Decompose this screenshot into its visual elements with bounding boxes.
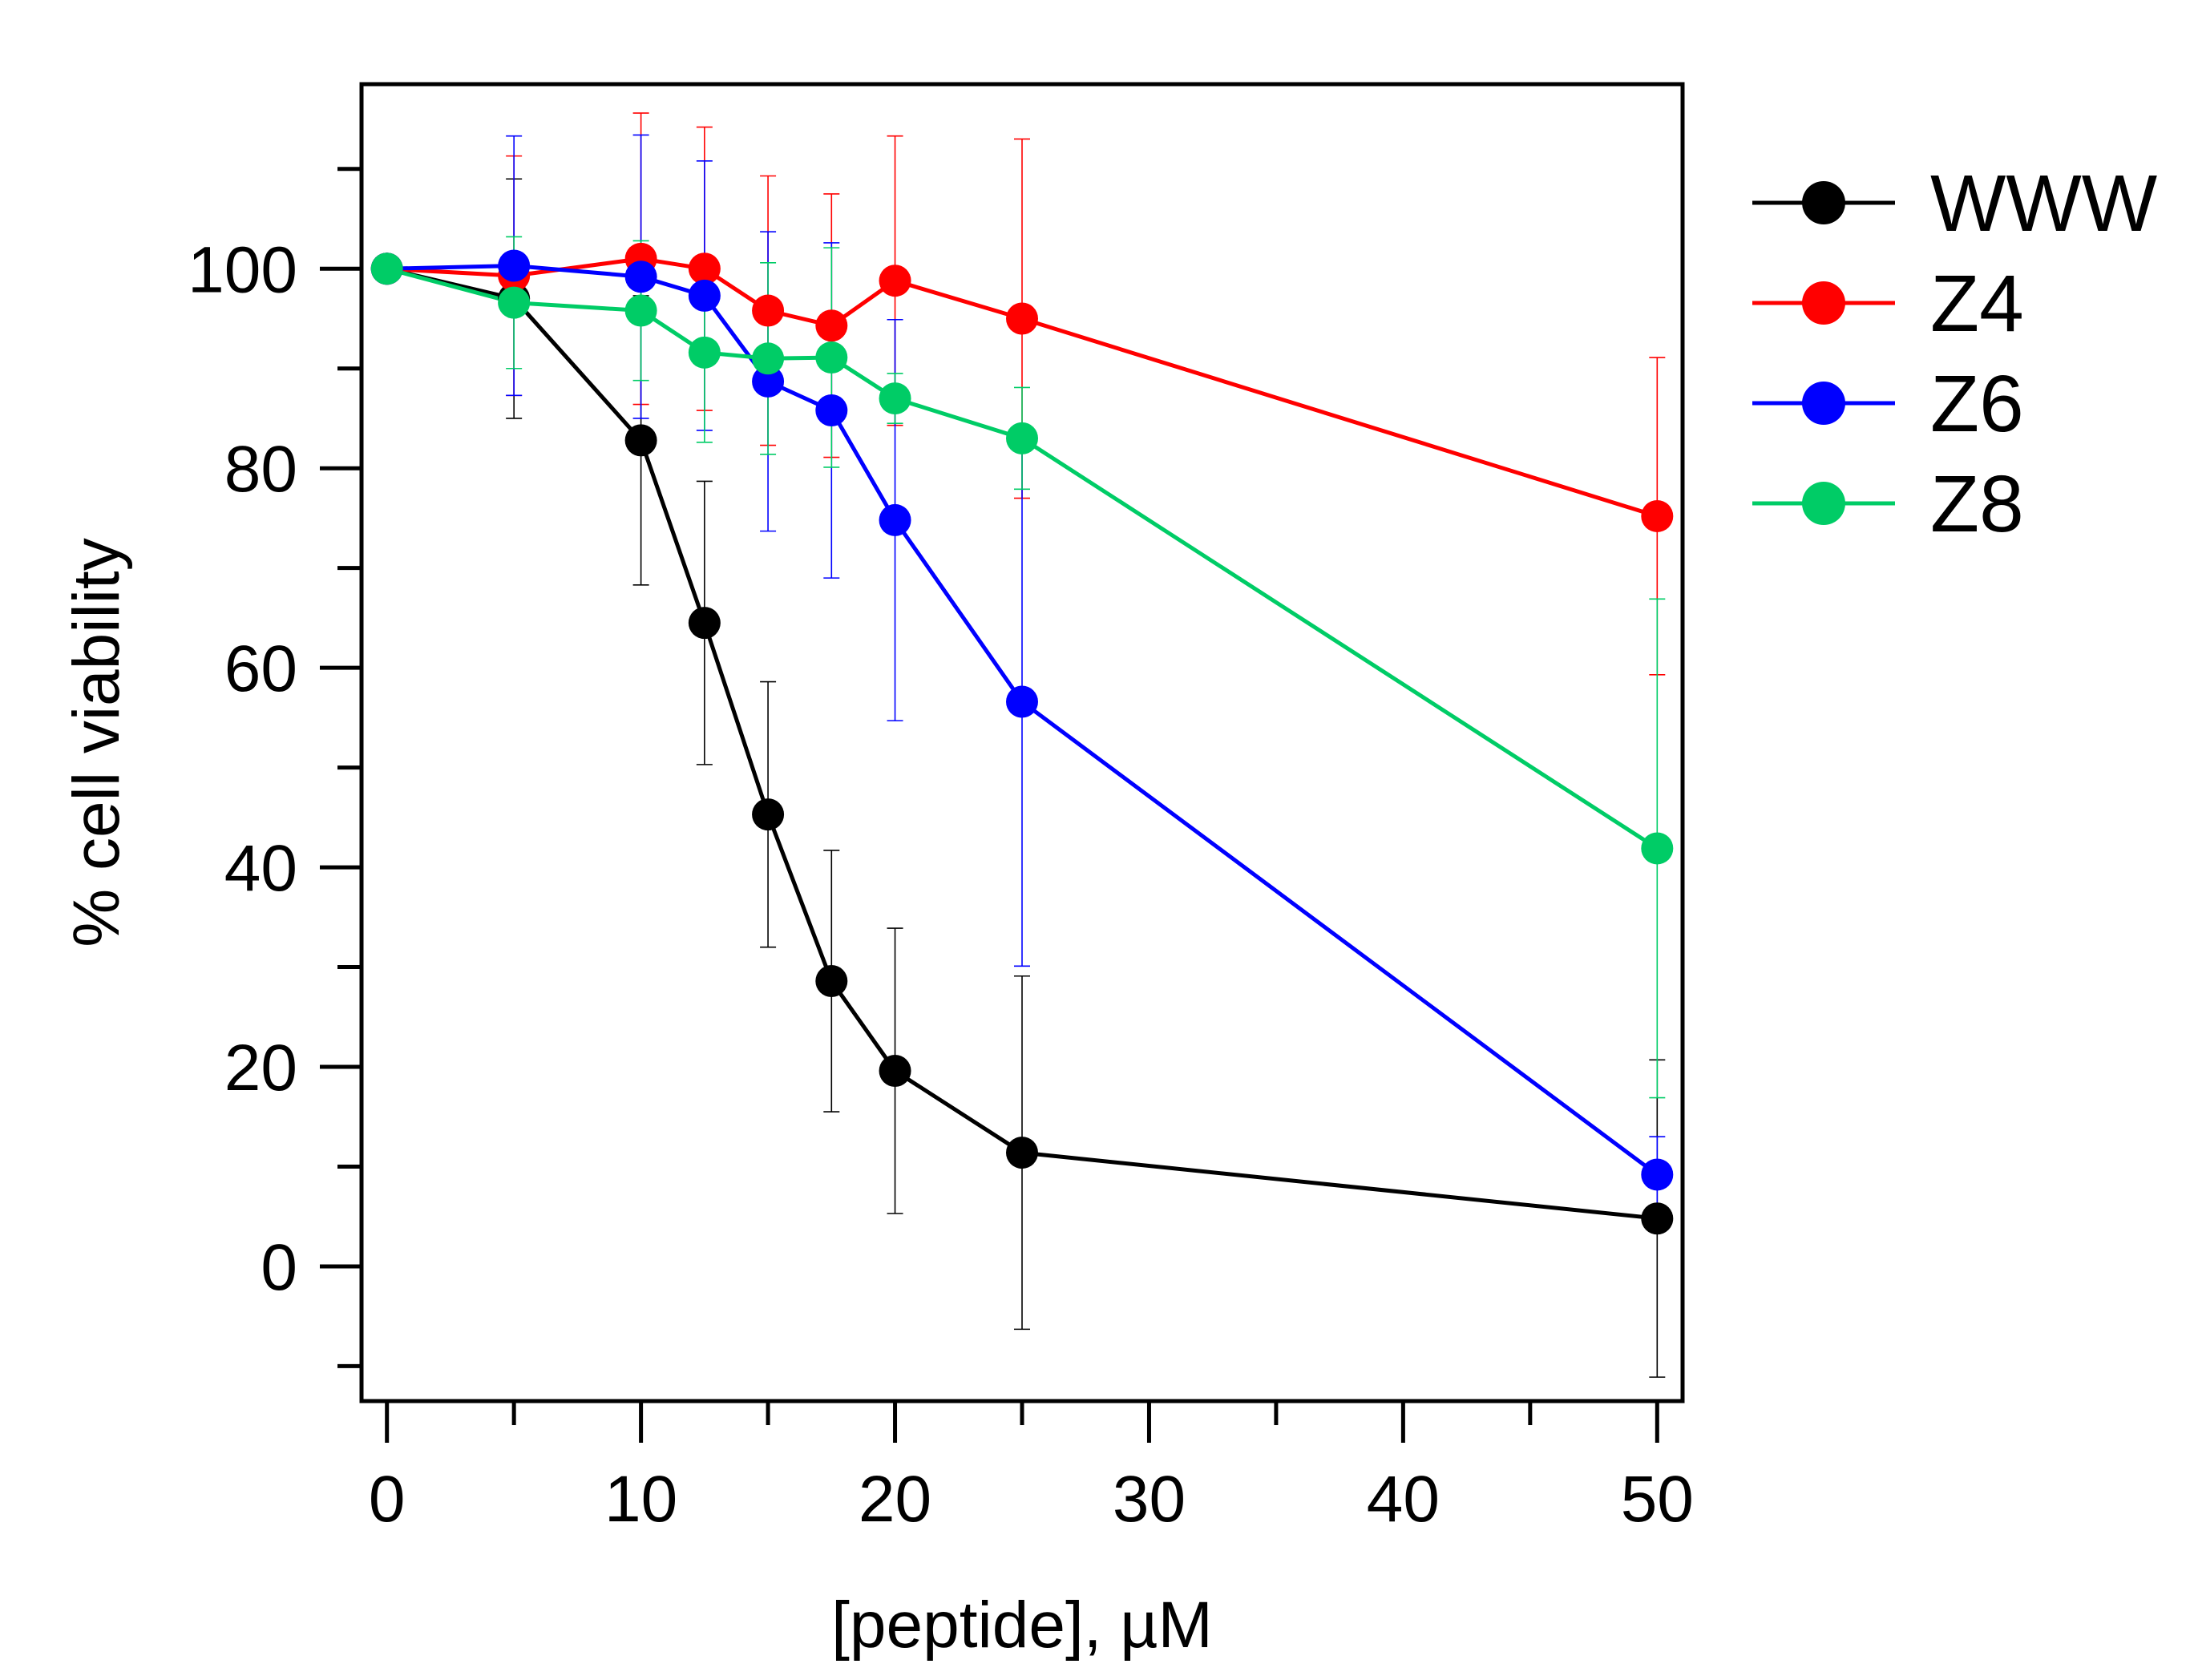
data-point-www	[815, 964, 848, 997]
y-tick-label: 40	[224, 832, 297, 905]
data-point-www	[688, 607, 721, 640]
data-point-www	[624, 424, 657, 457]
x-tick-label: 50	[1621, 1463, 1694, 1536]
legend-label: Z4	[1930, 259, 2024, 349]
legend-label: WWW	[1930, 159, 2158, 248]
legend-marker	[1802, 382, 1845, 425]
legend-item-z4: Z4	[1752, 259, 2024, 349]
data-point-z6	[624, 260, 657, 293]
data-point-z6	[879, 503, 911, 536]
data-point-z8	[688, 336, 721, 369]
legend-item-www: WWW	[1752, 159, 2158, 248]
data-point-z8	[498, 286, 531, 319]
x-axis-title: [peptide], µM	[831, 1589, 1213, 1662]
data-point-z6	[815, 394, 848, 427]
data-point-www	[1641, 1202, 1674, 1235]
y-tick-label: 0	[261, 1231, 297, 1304]
data-point-z6	[752, 365, 785, 398]
y-tick-label: 100	[188, 233, 297, 306]
legend-item-z6: Z6	[1752, 359, 2024, 449]
data-point-z6	[498, 249, 531, 282]
data-point-z8	[624, 294, 657, 327]
data-point-www	[879, 1055, 911, 1088]
y-tick-label: 20	[224, 1032, 297, 1105]
data-point-z4	[879, 265, 911, 297]
y-tick-label: 80	[224, 433, 297, 506]
legend-item-z8: Z8	[1752, 459, 2024, 549]
data-point-z8	[879, 382, 911, 415]
legend-label: Z8	[1930, 459, 2024, 549]
legend-marker	[1802, 281, 1845, 325]
data-point-www	[752, 798, 785, 831]
y-tick-label: 60	[224, 632, 297, 705]
x-tick-label: 10	[604, 1463, 677, 1536]
data-point-z4	[1641, 499, 1674, 532]
x-tick-label: 20	[859, 1463, 931, 1536]
data-point-z4	[1006, 302, 1038, 335]
x-tick-label: 0	[369, 1463, 406, 1536]
data-point-z8	[1006, 422, 1038, 454]
data-point-z4	[752, 294, 785, 327]
data-point-z6	[1641, 1158, 1674, 1191]
data-point-z8	[752, 342, 785, 375]
data-point-z8	[370, 252, 403, 285]
y-axis-title: % cell viability	[60, 538, 133, 947]
x-tick-label: 30	[1113, 1463, 1186, 1536]
legend-marker	[1802, 181, 1845, 224]
x-tick-label: 40	[1367, 1463, 1440, 1536]
legend-marker	[1802, 482, 1845, 525]
series-markers	[370, 242, 1674, 1235]
legend: WWW Z4 Z6 Z8	[1752, 159, 2158, 549]
data-point-z4	[688, 252, 721, 285]
legend-label: Z6	[1930, 359, 2024, 449]
axes: 0 10 20 30 40 50 0 20 40 60 80 100	[188, 167, 1694, 1536]
data-point-z4	[815, 309, 848, 342]
data-point-z6	[1006, 685, 1038, 718]
data-point-www	[1006, 1137, 1038, 1169]
data-point-z8	[815, 341, 848, 374]
data-point-z8	[1641, 832, 1674, 865]
data-point-z6	[688, 279, 721, 312]
